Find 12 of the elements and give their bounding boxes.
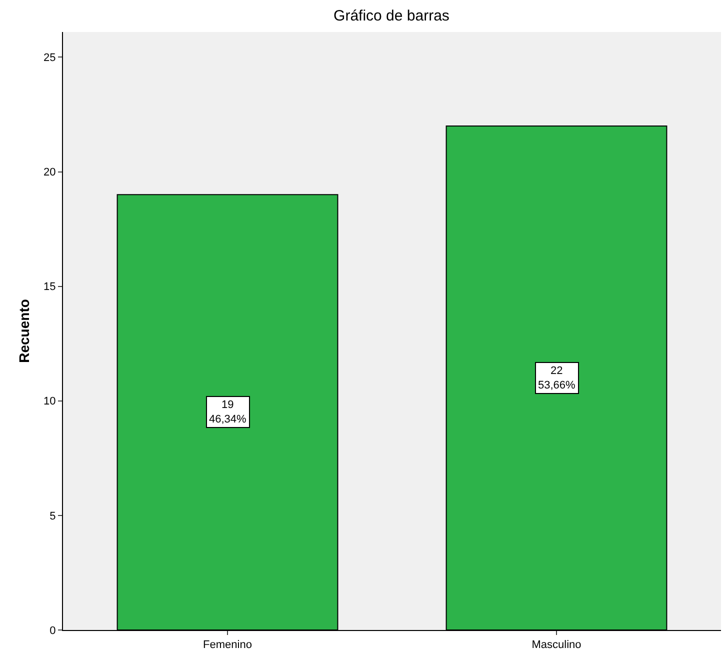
data-label: 19 46,34% [209,399,247,426]
x-tick-label: Femenino [203,639,252,652]
x-tick-label: Masculino [532,639,582,652]
y-axis-title: Recuento [16,299,32,363]
y-tick-label: 5 [50,510,56,522]
y-tick-label: 15 [44,281,56,294]
data-label: 22 53,66% [538,365,576,392]
y-tick-label: 10 [44,396,56,408]
y-tick-label: 20 [44,166,56,179]
y-tick-label: 25 [44,52,56,64]
y-tick-label: 0 [50,624,56,637]
chart-title: Gráfico de barras [334,7,450,24]
